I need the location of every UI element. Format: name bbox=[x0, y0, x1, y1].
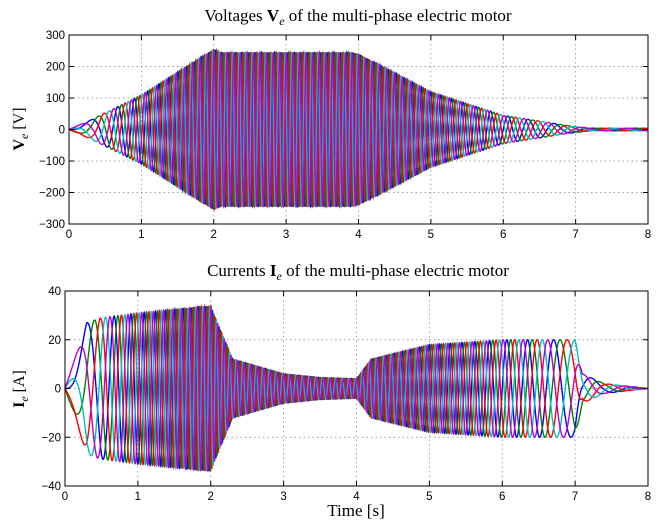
y-tick-label: 200 bbox=[46, 62, 65, 74]
phase-3-line bbox=[64, 304, 649, 472]
current-chart-title: Currents Ie of the multi-phase electric … bbox=[207, 261, 509, 283]
x-tick-label: 0 bbox=[66, 229, 72, 241]
x-tick-label: 2 bbox=[208, 491, 214, 503]
voltage-waveforms bbox=[68, 47, 649, 211]
voltage-y-axis-label: Ve [V] bbox=[11, 107, 31, 150]
x-tick-label: 6 bbox=[500, 229, 506, 241]
current-chart: Currents Ie of the multi-phase electric … bbox=[11, 261, 651, 520]
voltage-y-ticks: −300 −200 −100 0 100 200 300 bbox=[39, 30, 648, 231]
current-y-ticks: −40 −20 0 20 40 bbox=[41, 286, 648, 493]
x-tick-label: 1 bbox=[138, 229, 144, 241]
voltage-chart-title: Voltages Ve of the multi-phase electric … bbox=[204, 6, 512, 28]
x-tick-label: 8 bbox=[645, 229, 651, 241]
x-tick-label: 4 bbox=[355, 229, 362, 241]
x-tick-label: 1 bbox=[135, 491, 141, 503]
y-tick-label: −20 bbox=[41, 432, 61, 444]
current-y-axis-label: Ie [A] bbox=[11, 370, 31, 408]
x-tick-label: 3 bbox=[280, 491, 286, 503]
x-tick-label: 7 bbox=[572, 229, 578, 241]
x-tick-label: 5 bbox=[428, 229, 434, 241]
current-x-axis-label: Time [s] bbox=[327, 501, 384, 520]
y-tick-label: 20 bbox=[48, 335, 61, 347]
y-tick-label: 40 bbox=[48, 286, 61, 298]
x-tick-label: 2 bbox=[211, 229, 217, 241]
x-tick-label: 8 bbox=[645, 491, 651, 503]
current-x-ticks: 0 1 2 3 4 5 6 7 8 bbox=[62, 291, 651, 503]
current-waveforms bbox=[64, 303, 649, 472]
y-tick-label: 0 bbox=[59, 125, 65, 137]
x-tick-label: 3 bbox=[283, 229, 289, 241]
x-tick-label: 6 bbox=[499, 491, 505, 503]
y-tick-label: −200 bbox=[39, 188, 65, 200]
y-tick-label: 0 bbox=[55, 384, 61, 396]
phase-5-line bbox=[68, 49, 648, 209]
phase-3-line bbox=[68, 49, 649, 211]
x-tick-label: 0 bbox=[62, 491, 68, 503]
y-tick-label: 100 bbox=[46, 93, 65, 105]
y-tick-label: 300 bbox=[46, 30, 65, 42]
phase-5-line bbox=[64, 303, 649, 472]
y-tick-label: −40 bbox=[41, 481, 61, 493]
x-tick-label: 4 bbox=[353, 491, 360, 503]
y-tick-label: −100 bbox=[39, 156, 65, 168]
voltage-x-ticks: 0 1 2 3 4 5 6 7 8 bbox=[66, 35, 651, 241]
x-tick-label: 5 bbox=[426, 491, 432, 503]
x-tick-label: 7 bbox=[572, 491, 578, 503]
voltage-chart: Voltages Ve of the multi-phase electric … bbox=[11, 6, 651, 241]
y-tick-label: −300 bbox=[39, 219, 65, 231]
